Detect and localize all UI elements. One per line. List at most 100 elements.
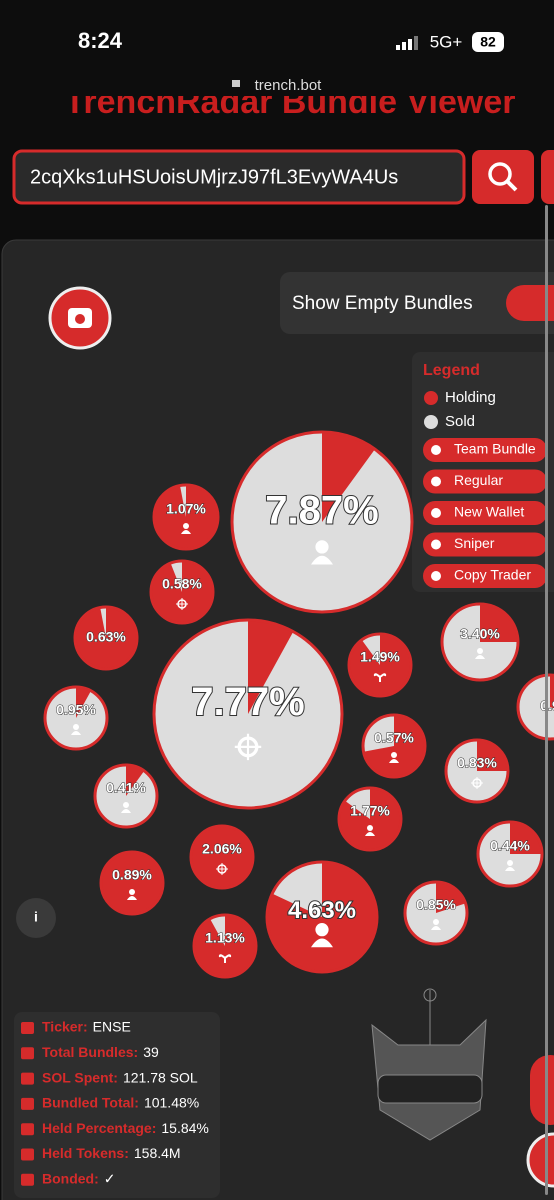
legend-label: Holding xyxy=(445,389,496,406)
bubble-holding xyxy=(76,687,91,718)
bubble-label: 1.13% xyxy=(205,930,245,946)
search-value: 2cqXks1uHSUoisUMjrzJ97fL3EvyWA4Us xyxy=(30,166,398,188)
legend-type: Sniper xyxy=(454,535,495,551)
bubble-label: 0.95% xyxy=(56,702,96,718)
legend-icon xyxy=(431,539,441,550)
bundle-bubble[interactable]: 1.49% xyxy=(347,632,413,698)
bubble-border xyxy=(99,850,165,916)
bubble-label: 1.49% xyxy=(360,649,400,665)
battery-level: 82 xyxy=(480,34,496,50)
bubble-border xyxy=(43,685,109,751)
side-button[interactable] xyxy=(530,1055,554,1125)
battery xyxy=(472,32,504,52)
stat-value: ✓ xyxy=(104,1171,116,1187)
bubble-border xyxy=(516,673,554,741)
bundle-bubble[interactable]: 1.77% xyxy=(337,786,403,852)
bundle-bubble[interactable]: 0.85% xyxy=(403,880,469,946)
toggle-label: Show Empty Bundles xyxy=(292,293,473,314)
page-title: TrenchRadar Bundle Viewer xyxy=(65,83,516,121)
camera-icon xyxy=(75,314,85,324)
bundle-bubble[interactable]: 0.44% xyxy=(476,820,544,888)
bundle-bubble[interactable]: 0.89% xyxy=(99,850,165,916)
bubble-label: 0.63% xyxy=(86,629,126,645)
bubble-holding xyxy=(191,826,253,888)
bundle-bubble[interactable]: 4.63% xyxy=(265,860,379,974)
bundle-bubble[interactable]: 7.77% xyxy=(152,618,344,810)
legend-title: Legend xyxy=(423,362,480,379)
bubble-holding xyxy=(126,765,145,796)
bubble-label: 7.77% xyxy=(191,680,304,724)
stat-label: Total Bundles: xyxy=(42,1044,138,1060)
bubble-label: 0.41% xyxy=(106,780,146,796)
bubble-holding xyxy=(339,788,402,850)
legend-swatch xyxy=(424,415,438,429)
bubble-border xyxy=(403,880,469,946)
search-icon xyxy=(488,162,512,186)
scrollbar xyxy=(545,205,548,1195)
icon-user xyxy=(123,802,129,808)
bubble-border xyxy=(152,483,220,551)
icon-user xyxy=(477,648,483,654)
bubble-border xyxy=(93,763,159,829)
search-input[interactable] xyxy=(12,149,466,205)
network: 5G+ xyxy=(430,32,463,51)
icon-user xyxy=(315,540,329,554)
stat-value: 158.4M xyxy=(134,1145,181,1161)
bubble-border xyxy=(361,713,427,779)
lock-icon xyxy=(232,80,240,87)
bundle-bubble[interactable]: 3.40% xyxy=(440,602,520,682)
bubble-label: 2.06% xyxy=(202,841,242,857)
bubble-border xyxy=(347,632,413,698)
bundle-bubble[interactable]: 1.13% xyxy=(192,913,258,979)
icon-sniper xyxy=(471,777,483,789)
info-icon: i xyxy=(34,909,38,925)
stat-label: Bundled Total: xyxy=(42,1095,139,1111)
bundle-bubble[interactable]: 1.07% xyxy=(152,483,220,551)
bubble-label: 1.77% xyxy=(350,803,390,819)
stat-icon xyxy=(21,1148,34,1161)
bundle-bubble[interactable]: 0.63% xyxy=(73,605,139,671)
legend-chip xyxy=(423,532,547,557)
stat-label: Bonded: xyxy=(42,1171,99,1187)
stat-value: 15.84% xyxy=(161,1120,208,1136)
bubble-border xyxy=(73,605,139,671)
bundle-bubble[interactable]: 0.58% xyxy=(149,559,215,625)
icon-user xyxy=(71,731,81,735)
bundle-bubble[interactable]: 7.87% xyxy=(230,430,414,614)
bubble-border xyxy=(444,738,510,804)
search-button[interactable] xyxy=(472,150,534,204)
legend-type: Regular xyxy=(454,472,503,488)
bubble-holding xyxy=(550,675,554,709)
bubble-holding xyxy=(510,822,542,854)
icon-user xyxy=(391,752,397,758)
stat-icon xyxy=(21,1123,34,1136)
bubble-border xyxy=(337,786,403,852)
bundle-bubble[interactable]: 0.57% xyxy=(361,713,427,779)
stat-icon xyxy=(21,1047,34,1060)
bundle-bubble[interactable]: 0.41% xyxy=(93,763,159,829)
bubble-border xyxy=(149,559,215,625)
button-edge[interactable] xyxy=(541,150,554,204)
bundle-bubble[interactable]: 0.95% xyxy=(43,685,109,751)
icon-user xyxy=(367,825,373,831)
icon-user xyxy=(475,655,485,659)
clock: 8:24 xyxy=(78,28,123,53)
icon-user xyxy=(507,860,513,866)
icon-user xyxy=(129,889,135,895)
bubble-holding xyxy=(153,485,218,549)
bubble-holding xyxy=(477,740,508,771)
info-button[interactable] xyxy=(16,898,56,938)
bundle-bubble[interactable]: 0.83% xyxy=(444,738,510,804)
bundle-bubble[interactable]: 2.06% xyxy=(189,824,255,890)
bubble-border xyxy=(192,913,258,979)
icon-user xyxy=(311,938,333,948)
legend-type: New Wallet xyxy=(454,504,524,520)
stat-icon xyxy=(21,1072,34,1085)
bubble-holding xyxy=(267,862,377,972)
stat-icon xyxy=(21,1173,34,1186)
bubble-border xyxy=(152,618,344,810)
toggle-switch[interactable] xyxy=(506,285,554,321)
bubble-label: 0.58% xyxy=(162,576,202,592)
bubble-label: 0.89% xyxy=(112,867,152,883)
